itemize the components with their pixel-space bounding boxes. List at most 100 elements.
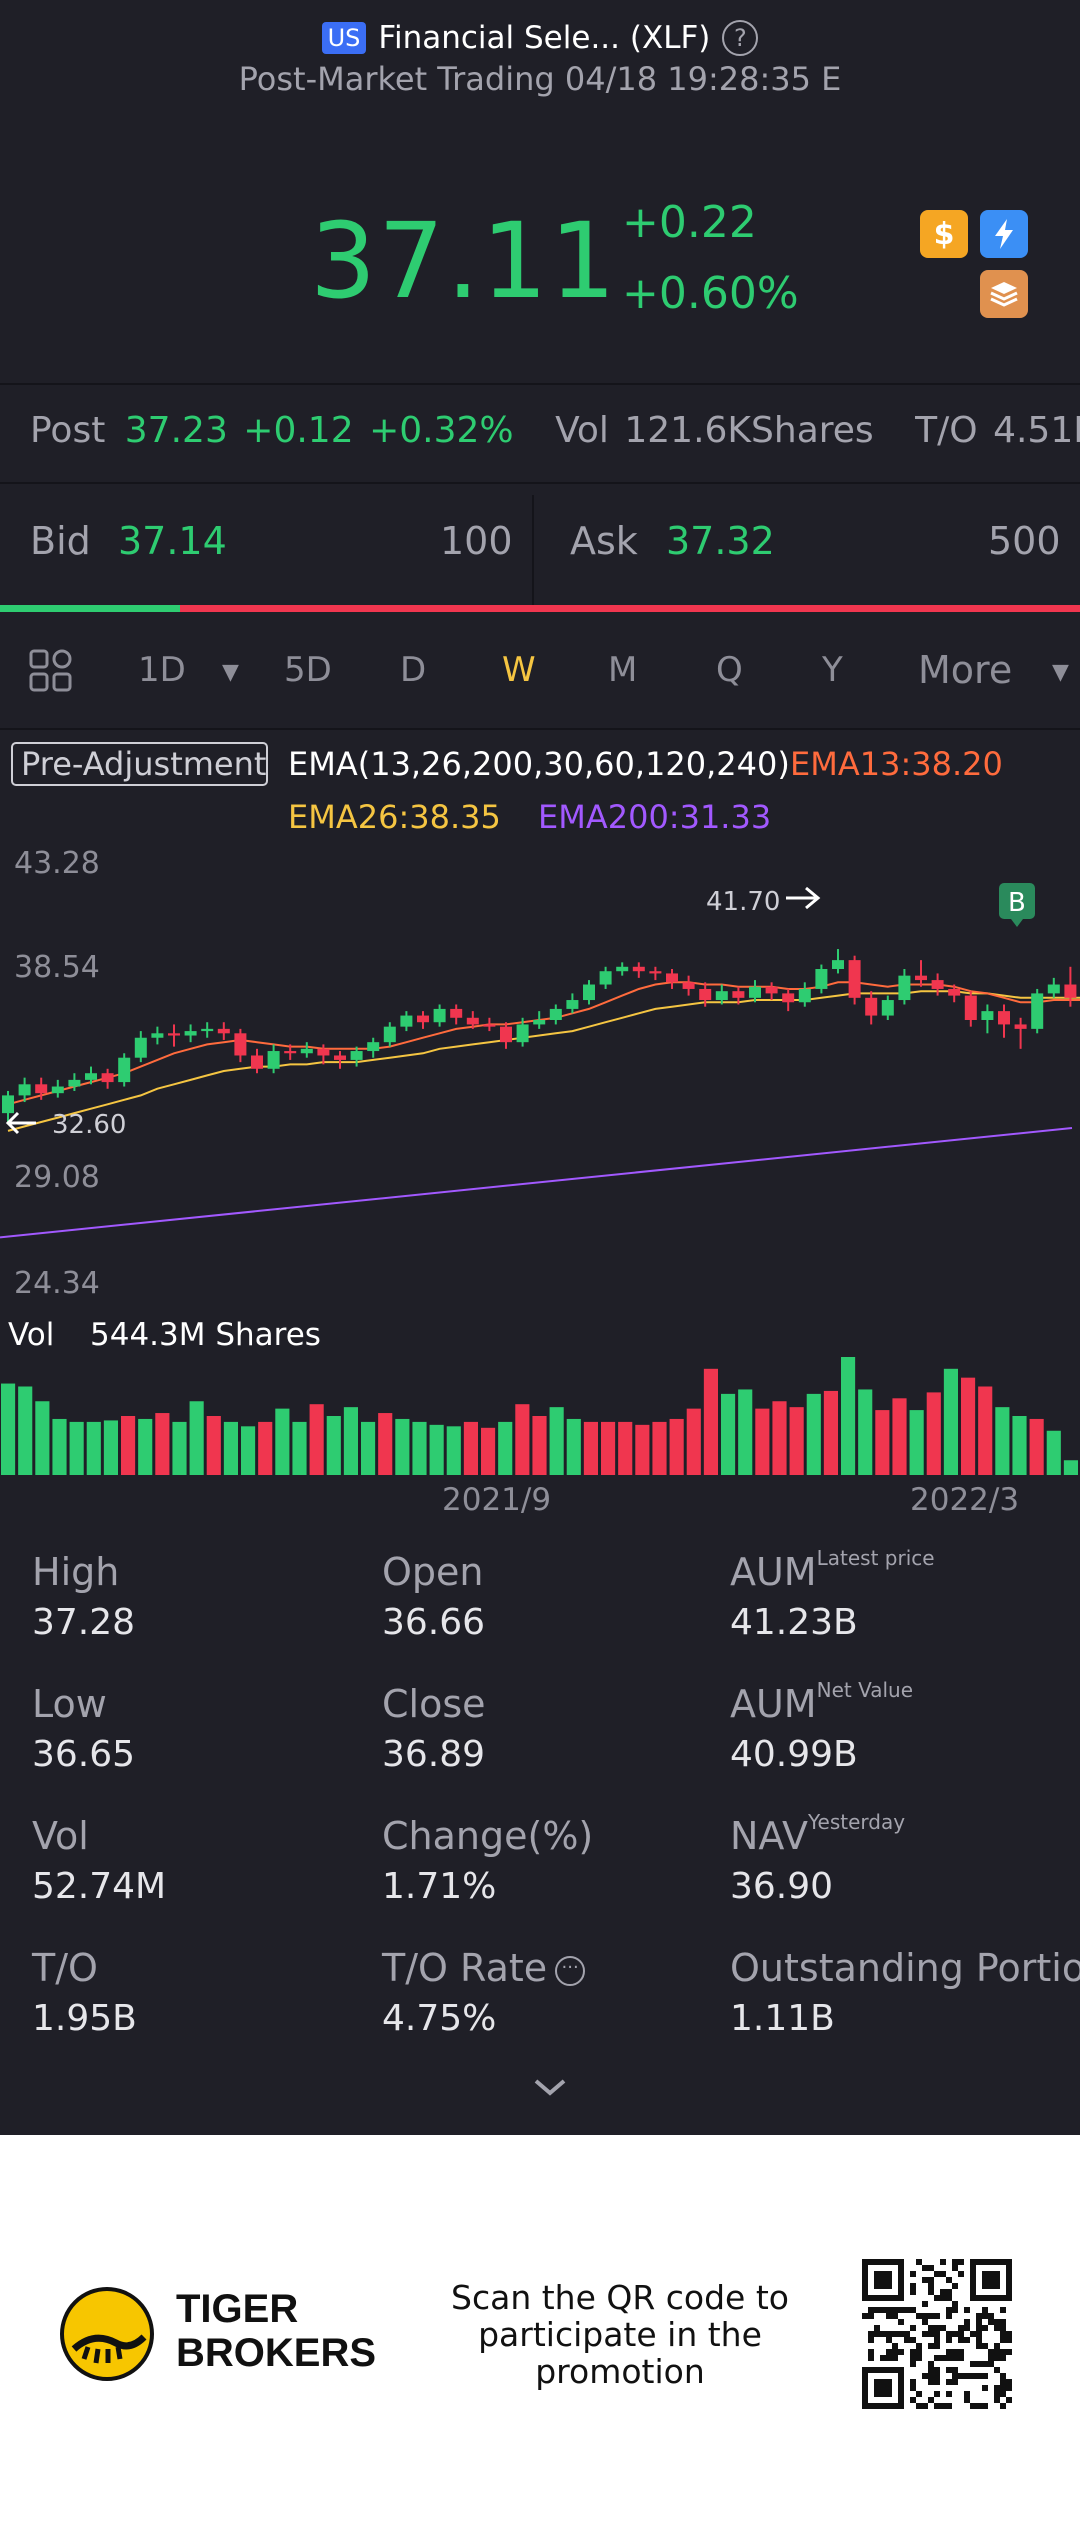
- chart-area[interactable]: Pre-Adjustment EMA(13,26,200,30,60,120,2…: [0, 735, 1080, 1495]
- promo-footer: TIGER BROKERS Scan the QR code to partic…: [0, 2135, 1080, 2530]
- chevron-down-icon[interactable]: ▼: [1052, 660, 1069, 685]
- volume-bar: [206, 1416, 221, 1475]
- volume-bar: [892, 1398, 907, 1475]
- candle-body: [998, 1011, 1010, 1025]
- qr-module: [952, 2373, 958, 2379]
- qr-module: [958, 2355, 964, 2361]
- candle-body: [234, 1033, 247, 1056]
- qr-module: [976, 2337, 982, 2343]
- volume-bar: [669, 1418, 684, 1475]
- volume-bar: [429, 1424, 444, 1475]
- x-tick: 2021/9: [442, 1482, 552, 1518]
- qr-module: [874, 2307, 880, 2313]
- divider: [0, 728, 1080, 730]
- candle-body: [699, 988, 712, 1001]
- tab-m[interactable]: M: [608, 650, 638, 690]
- qr-module: [916, 2259, 922, 2265]
- qr-module: [886, 2331, 892, 2337]
- qr-module: [934, 2295, 940, 2301]
- qr-module: [928, 2277, 934, 2283]
- tab-w[interactable]: W: [502, 650, 536, 690]
- buy-signal-marker[interactable]: [999, 883, 1035, 919]
- layers-icon[interactable]: [980, 270, 1028, 318]
- market-badge: US: [321, 22, 367, 54]
- tab-y[interactable]: Y: [822, 650, 843, 690]
- volume-bar: [738, 1389, 753, 1475]
- qr-module: [928, 2397, 934, 2403]
- help-icon[interactable]: ?: [722, 20, 759, 56]
- qr-module: [958, 2259, 964, 2265]
- qr-module: [928, 2325, 934, 2331]
- pre-adjustment-label[interactable]: Pre-Adjustment: [21, 745, 266, 783]
- qr-module: [988, 2319, 994, 2325]
- qr-module: [946, 2307, 952, 2313]
- stock-title[interactable]: Financial Sele... (XLF): [378, 20, 711, 56]
- qr-module: [934, 2391, 940, 2397]
- qr-module: [946, 2331, 952, 2337]
- qr-module: [904, 2307, 910, 2313]
- stock-detail-screen: US Financial Sele... (XLF) ? Post-Market…: [0, 0, 1080, 2135]
- volume-bar: [378, 1413, 393, 1475]
- chevron-down-icon[interactable]: [530, 2075, 580, 2105]
- volume-bar: [189, 1401, 204, 1475]
- y-tick: 24.34: [14, 1266, 100, 1301]
- volume-label: Vol: [8, 1317, 54, 1353]
- qr-module: [928, 2343, 934, 2349]
- chevron-down-icon[interactable]: ▼: [222, 660, 239, 685]
- volume-bar: [532, 1416, 547, 1475]
- qr-module: [940, 2289, 946, 2295]
- grid-icon[interactable]: [28, 648, 74, 694]
- tab-q[interactable]: Q: [716, 650, 743, 690]
- qr-module: [958, 2337, 964, 2343]
- candle-body: [334, 1055, 346, 1060]
- stat-label: NAVYesterday: [730, 1810, 906, 1858]
- qr-module: [928, 2373, 934, 2379]
- tab-5d[interactable]: 5D: [284, 650, 332, 690]
- tab-more[interactable]: More: [918, 648, 1013, 692]
- qr-module: [934, 2379, 940, 2385]
- volume-value: 544.3M Shares: [90, 1317, 321, 1353]
- more-info-icon[interactable]: ···: [555, 1955, 586, 1986]
- qr-module: [1006, 2349, 1012, 2355]
- dollar-icon[interactable]: $: [920, 210, 968, 258]
- pre-adjustment-box[interactable]: [11, 742, 268, 786]
- candle-body: [632, 966, 645, 972]
- tab-1d[interactable]: 1D: [138, 650, 186, 690]
- volume-bar: [138, 1418, 153, 1475]
- candle-body: [101, 1073, 114, 1083]
- qr-module: [982, 2325, 988, 2331]
- qr-module: [1000, 2403, 1006, 2409]
- qr-module: [952, 2301, 958, 2307]
- candlestick-chart[interactable]: Pre-Adjustment EMA(13,26,200,30,60,120,2…: [0, 735, 1080, 1495]
- lightning-icon[interactable]: [980, 210, 1028, 258]
- qr-module: [982, 2385, 988, 2391]
- qr-module: [934, 2403, 940, 2409]
- qr-module: [970, 2373, 976, 2379]
- post-change: +0.12: [243, 410, 354, 451]
- qr-module: [922, 2265, 928, 2271]
- post-price: 37.23: [124, 410, 228, 451]
- qr-module: [964, 2307, 970, 2313]
- qr-module: [868, 2313, 874, 2319]
- candle-body: [682, 982, 695, 989]
- candle-body: [533, 1020, 546, 1025]
- qr-code[interactable]: [862, 2259, 1012, 2409]
- candle-body: [599, 971, 612, 985]
- bid-ask-row: Bid 37.14 100 Ask 37.32 500: [0, 495, 1080, 605]
- volume-bar: [1063, 1460, 1078, 1475]
- candle-body: [715, 991, 728, 1001]
- qr-module: [892, 2355, 898, 2361]
- volume-bar: [446, 1426, 461, 1475]
- qr-finder-core: [874, 2379, 892, 2397]
- tab-d[interactable]: D: [400, 650, 427, 690]
- candle-body: [865, 997, 878, 1016]
- bid-ask-divider: [532, 495, 534, 605]
- qr-module: [994, 2349, 1000, 2355]
- candle-body: [134, 1037, 147, 1058]
- qr-module: [916, 2349, 922, 2355]
- qr-module: [910, 2361, 916, 2367]
- volume-bar: [498, 1421, 513, 1475]
- volume-bar: [926, 1392, 941, 1475]
- qr-module: [916, 2403, 922, 2409]
- qr-module: [952, 2259, 958, 2265]
